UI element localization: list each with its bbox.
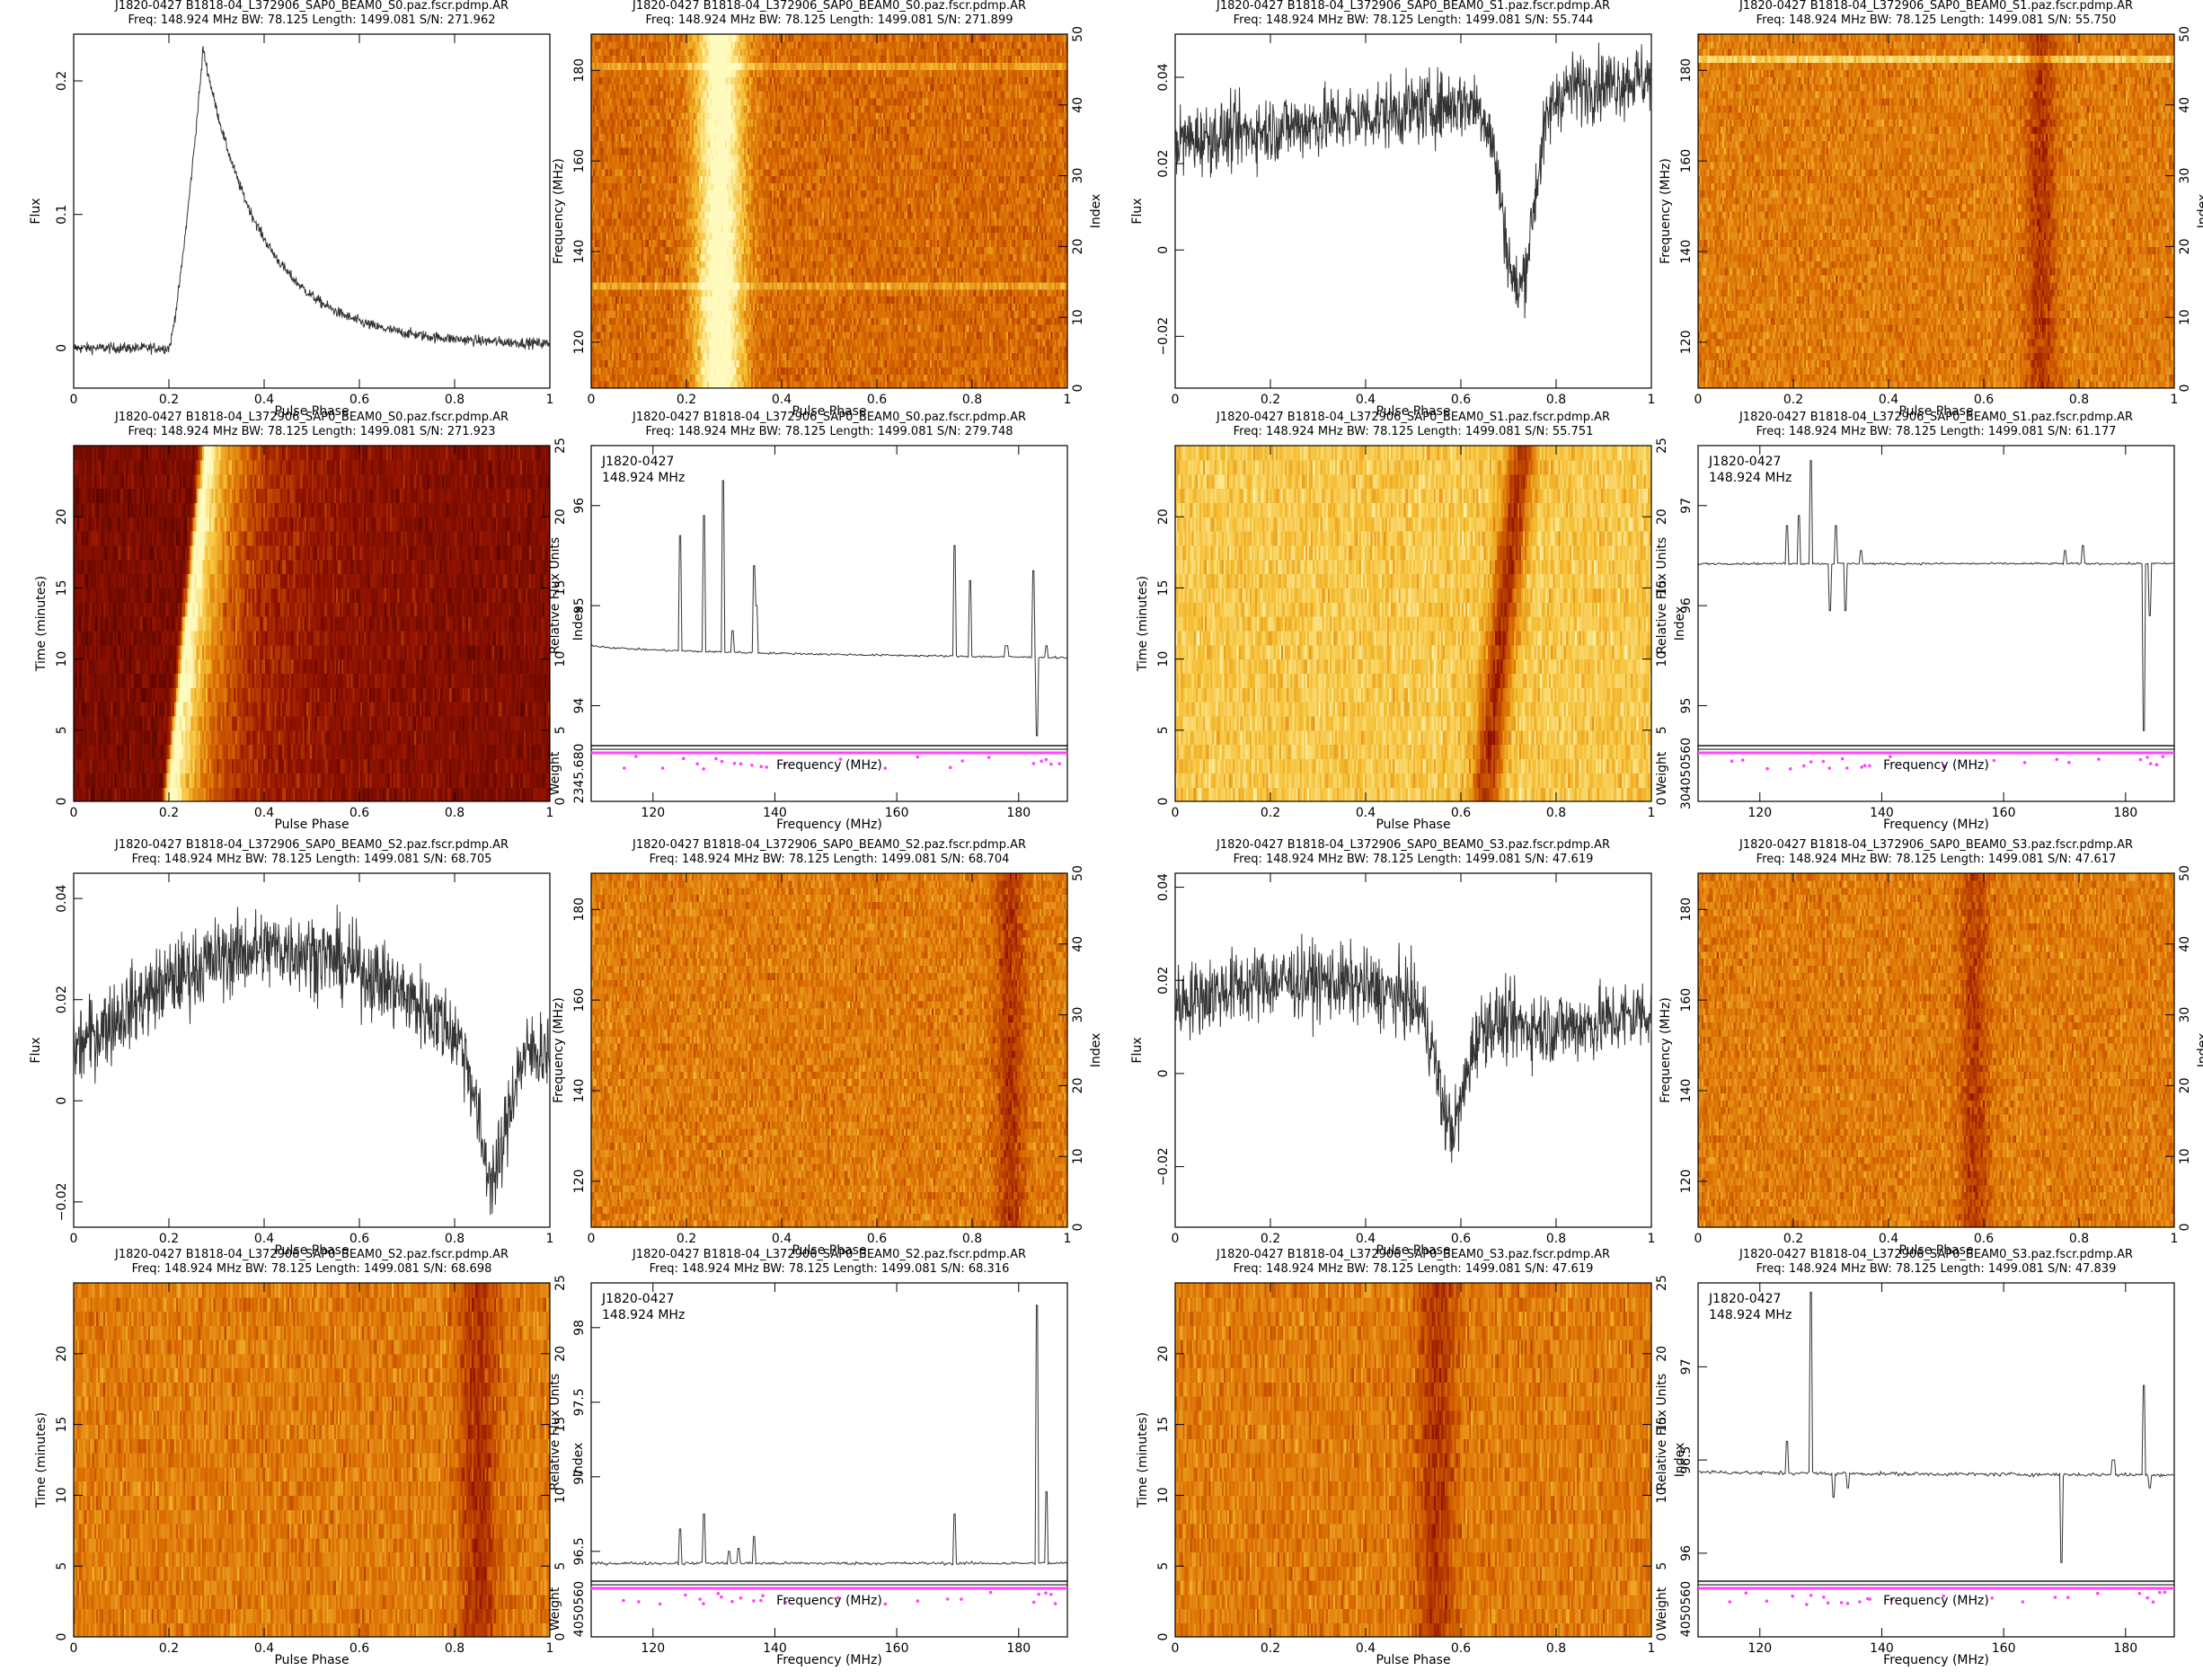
x-tick-label: 0.8: [445, 393, 464, 407]
profile-line: [74, 47, 550, 356]
y-tick-label: 0.1: [55, 205, 69, 225]
chart-panel-2: J1820-0427 B1818-04_L372906_SAP0_BEAM0_S…: [552, 0, 1103, 419]
heatmap-cells: [591, 34, 1068, 389]
chart-subtitle: Freq: 148.924 MHz BW: 78.125 Length: 149…: [645, 13, 1013, 27]
y-axis-label: Flux: [29, 198, 43, 224]
x-tick-label: 0.4: [254, 393, 274, 407]
x-tick-label: 0.6: [349, 393, 369, 407]
chart-subtitle: Freq: 148.924 MHz BW: 78.125 Length: 149…: [128, 13, 495, 27]
chart-title: J1820-0427 B1818-04_L372906_SAP0_BEAM0_S…: [114, 0, 509, 13]
chart-panel-1: J1820-0427 B1818-04_L372906_SAP0_BEAM0_S…: [29, 0, 553, 419]
y-tick-label: 0.2: [55, 71, 69, 91]
x-tick-label: 1: [546, 393, 554, 407]
x-tick-label: 0: [70, 393, 78, 407]
x-tick-label: 0.2: [159, 393, 179, 407]
chart-title: J1820-0427 B1818-04_L372906_SAP0_BEAM0_S…: [632, 0, 1026, 13]
y-tick-label: 0: [55, 344, 69, 352]
